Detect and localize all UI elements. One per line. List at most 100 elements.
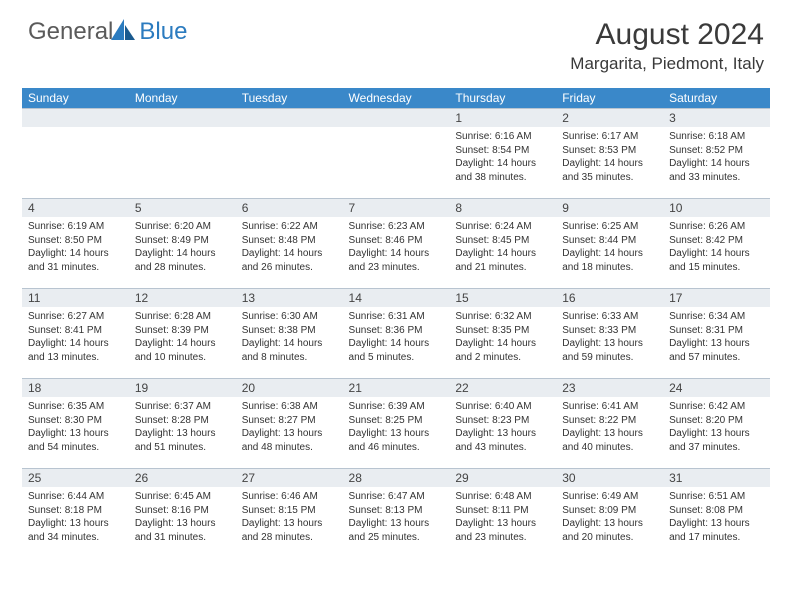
day-number: 3 — [663, 109, 770, 127]
day-line: Sunset: 8:11 PM — [455, 504, 550, 518]
day-line: Daylight: 14 hours and 31 minutes. — [28, 247, 123, 274]
day-cell: 19 Sunrise: 6:37 AMSunset: 8:28 PMDayligh… — [129, 379, 236, 469]
day-line: Sunset: 8:49 PM — [135, 234, 230, 248]
calendar-table: SundayMondayTuesdayWednesdayThursdayFrid… — [22, 88, 770, 557]
day-line: Daylight: 14 hours and 35 minutes. — [562, 157, 657, 184]
day-line: Sunrise: 6:37 AM — [135, 400, 230, 414]
day-number: 22 — [449, 379, 556, 397]
day-line: Sunset: 8:52 PM — [669, 144, 764, 158]
day-number: 18 — [22, 379, 129, 397]
day-body: Sunrise: 6:30 AMSunset: 8:38 PMDaylight:… — [236, 307, 343, 368]
day-number: 6 — [236, 199, 343, 217]
day-line: Daylight: 14 hours and 15 minutes. — [669, 247, 764, 274]
day-number: 29 — [449, 469, 556, 487]
day-cell: 10Sunrise: 6:26 AMSunset: 8:42 PMDayligh… — [663, 199, 770, 289]
day-cell: 7Sunrise: 6:23 AMSunset: 8:46 PMDaylight… — [343, 199, 450, 289]
day-cell: 21Sunrise: 6:39 AMSunset: 8:25 PMDayligh… — [343, 379, 450, 469]
day-cell: 15Sunrise: 6:32 AMSunset: 8:35 PMDayligh… — [449, 289, 556, 379]
day-line: Sunrise: 6:34 AM — [669, 310, 764, 324]
month-title: August 2024 — [570, 18, 764, 52]
day-line: Daylight: 13 hours and 51 minutes. — [135, 427, 230, 454]
day-number: 24 — [663, 379, 770, 397]
day-number — [343, 109, 450, 127]
day-body: Sunrise: 6:46 AMSunset: 8:15 PMDaylight:… — [236, 487, 343, 548]
day-line: Daylight: 13 hours and 23 minutes. — [455, 517, 550, 544]
day-body: Sunrise: 6:27 AMSunset: 8:41 PMDaylight:… — [22, 307, 129, 368]
day-cell: 25Sunrise: 6:44 AMSunset: 8:18 PMDayligh… — [22, 469, 129, 557]
day-body: Sunrise: 6:38 AMSunset: 8:27 PMDaylight:… — [236, 397, 343, 458]
day-line: Sunset: 8:41 PM — [28, 324, 123, 338]
day-body — [22, 127, 129, 134]
day-line: Daylight: 14 hours and 18 minutes. — [562, 247, 657, 274]
sail-icon — [111, 19, 137, 41]
day-number: 13 — [236, 289, 343, 307]
day-line: Sunset: 8:50 PM — [28, 234, 123, 248]
day-line: Daylight: 13 hours and 25 minutes. — [349, 517, 444, 544]
day-number: 14 — [343, 289, 450, 307]
weekday-header-row: SundayMondayTuesdayWednesdayThursdayFrid… — [22, 88, 770, 109]
day-body: Sunrise: 6:49 AMSunset: 8:09 PMDaylight:… — [556, 487, 663, 548]
day-line: Daylight: 14 hours and 38 minutes. — [455, 157, 550, 184]
day-body: Sunrise: 6:34 AMSunset: 8:31 PMDaylight:… — [663, 307, 770, 368]
day-body: Sunrise: 6:47 AMSunset: 8:13 PMDaylight:… — [343, 487, 450, 548]
day-line: Sunrise: 6:18 AM — [669, 130, 764, 144]
day-line: Sunset: 8:08 PM — [669, 504, 764, 518]
day-body: Sunrise: 6:39 AMSunset: 8:25 PMDaylight:… — [343, 397, 450, 458]
day-number — [236, 109, 343, 127]
day-cell: 23Sunrise: 6:41 AMSunset: 8:22 PMDayligh… — [556, 379, 663, 469]
day-body: Sunrise: 6:17 AMSunset: 8:53 PMDaylight:… — [556, 127, 663, 188]
day-line: Daylight: 13 hours and 43 minutes. — [455, 427, 550, 454]
day-cell: 12Sunrise: 6:28 AMSunset: 8:39 PMDayligh… — [129, 289, 236, 379]
week-row: 4Sunrise: 6:19 AMSunset: 8:50 PMDaylight… — [22, 199, 770, 289]
day-line: Daylight: 14 hours and 2 minutes. — [455, 337, 550, 364]
day-line: Sunset: 8:18 PM — [28, 504, 123, 518]
day-number: 9 — [556, 199, 663, 217]
day-line: Sunset: 8:13 PM — [349, 504, 444, 518]
day-body: Sunrise: 6:26 AMSunset: 8:42 PMDaylight:… — [663, 217, 770, 278]
day-line: Sunrise: 6:42 AM — [669, 400, 764, 414]
day-line: Sunset: 8:48 PM — [242, 234, 337, 248]
day-line: Sunrise: 6:30 AM — [242, 310, 337, 324]
day-body: Sunrise: 6:31 AMSunset: 8:36 PMDaylight:… — [343, 307, 450, 368]
day-line: Sunrise: 6:27 AM — [28, 310, 123, 324]
day-line: Sunrise: 6:47 AM — [349, 490, 444, 504]
day-line: Daylight: 13 hours and 57 minutes. — [669, 337, 764, 364]
day-line: Sunrise: 6:26 AM — [669, 220, 764, 234]
day-cell: 9Sunrise: 6:25 AMSunset: 8:44 PMDaylight… — [556, 199, 663, 289]
day-number: 30 — [556, 469, 663, 487]
day-number: 19 — [129, 379, 236, 397]
weekday-header: Sunday — [22, 88, 129, 109]
day-number: 31 — [663, 469, 770, 487]
day-cell: 24Sunrise: 6:42 AMSunset: 8:20 PMDayligh… — [663, 379, 770, 469]
day-body: Sunrise: 6:16 AMSunset: 8:54 PMDaylight:… — [449, 127, 556, 188]
day-number: 7 — [343, 199, 450, 217]
day-cell: 26Sunrise: 6:45 AMSunset: 8:16 PMDayligh… — [129, 469, 236, 557]
day-number: 26 — [129, 469, 236, 487]
day-cell: 20Sunrise: 6:38 AMSunset: 8:27 PMDayligh… — [236, 379, 343, 469]
day-line: Daylight: 13 hours and 34 minutes. — [28, 517, 123, 544]
day-number: 15 — [449, 289, 556, 307]
day-line: Sunset: 8:39 PM — [135, 324, 230, 338]
day-number — [22, 109, 129, 127]
day-cell: 27Sunrise: 6:46 AMSunset: 8:15 PMDayligh… — [236, 469, 343, 557]
day-line: Sunrise: 6:51 AM — [669, 490, 764, 504]
header: General Blue August 2024 Margarita, Pied… — [0, 0, 792, 82]
day-number: 28 — [343, 469, 450, 487]
day-line: Sunset: 8:25 PM — [349, 414, 444, 428]
day-line: Sunset: 8:28 PM — [135, 414, 230, 428]
day-number: 20 — [236, 379, 343, 397]
week-row: 1Sunrise: 6:16 AMSunset: 8:54 PMDaylight… — [22, 109, 770, 199]
day-line: Sunset: 8:22 PM — [562, 414, 657, 428]
day-cell: 30Sunrise: 6:49 AMSunset: 8:09 PMDayligh… — [556, 469, 663, 557]
day-line: Daylight: 13 hours and 20 minutes. — [562, 517, 657, 544]
day-body: Sunrise: 6:32 AMSunset: 8:35 PMDaylight:… — [449, 307, 556, 368]
day-line: Daylight: 13 hours and 17 minutes. — [669, 517, 764, 544]
week-row: 18Sunrise: 6:35 AMSunset: 8:30 PMDayligh… — [22, 379, 770, 469]
day-line: Sunrise: 6:46 AM — [242, 490, 337, 504]
day-number: 4 — [22, 199, 129, 217]
day-cell: 6Sunrise: 6:22 AMSunset: 8:48 PMDaylight… — [236, 199, 343, 289]
day-number: 21 — [343, 379, 450, 397]
day-line: Sunset: 8:31 PM — [669, 324, 764, 338]
day-line: Sunrise: 6:16 AM — [455, 130, 550, 144]
day-cell: 18Sunrise: 6:35 AMSunset: 8:30 PMDayligh… — [22, 379, 129, 469]
